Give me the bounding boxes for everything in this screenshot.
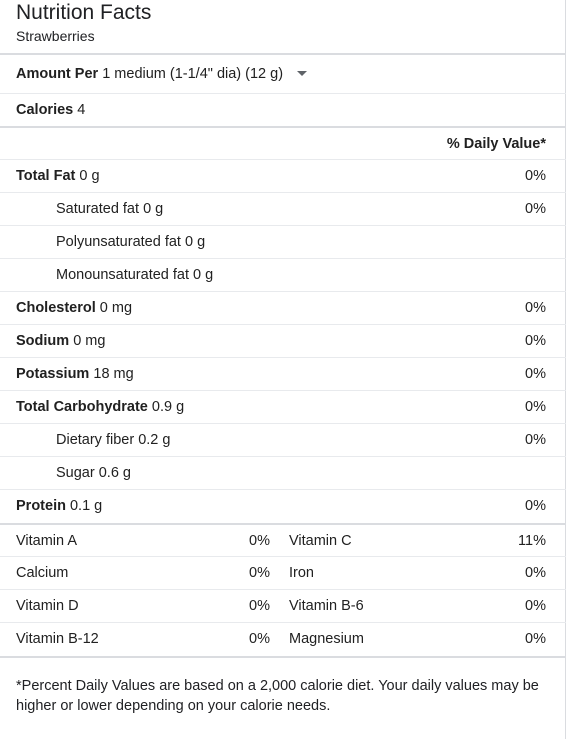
vitamin-daily-value: 0% <box>525 598 546 614</box>
vitamin-row: Vitamin B-12 0% Magnesium 0% <box>0 622 566 655</box>
vitamin-name: Magnesium <box>289 631 364 647</box>
calories-row: Calories 4 <box>0 93 566 126</box>
nutrient-row: Protein 0.1 g 0% <box>0 489 566 522</box>
nutrient-daily-value: 0% <box>525 432 546 448</box>
nutrient-name: Cholesterol <box>16 300 96 316</box>
nutrient-daily-value: 0% <box>525 201 546 217</box>
food-name: Strawberries <box>16 28 95 44</box>
nutrient-amount: 0.1 g <box>69 498 103 514</box>
nutrient-daily-value: 0% <box>525 168 546 184</box>
nutrient-name: Total Fat <box>16 168 76 184</box>
vitamin-daily-value: 0% <box>525 631 546 647</box>
daily-value-header-row: % Daily Value* <box>0 126 566 159</box>
vitamin-daily-value: 0% <box>249 631 270 647</box>
vitamin-name: Vitamin B-12 <box>16 631 99 647</box>
vitamin-name: Calcium <box>16 565 69 581</box>
panel-title: Nutrition Facts <box>16 1 152 24</box>
vitamin-daily-value: 0% <box>249 598 270 614</box>
nutrient-row: Monounsaturated fat 0 g <box>0 258 566 291</box>
serving-size-select[interactable]: 1 medium (1-1/4" dia) (12 g) <box>102 66 308 82</box>
vitamin-daily-value: 11% <box>518 532 546 549</box>
nutrient-row: Saturated fat 0 g 0% <box>0 192 566 225</box>
nutrient-name: Potassium <box>16 366 90 382</box>
nutrient-row: Polyunsaturated fat 0 g <box>0 225 566 258</box>
nutrient-amount: 18 mg <box>93 366 134 382</box>
vitamin-name: Vitamin D <box>16 598 79 614</box>
nutrient-daily-value: 0% <box>525 366 546 382</box>
nutrient-amount: 0 g <box>184 234 206 250</box>
nutrient-row: Sugar 0.6 g <box>0 456 566 489</box>
serving-size-value: 1 medium (1-1/4" dia) (12 g) <box>102 66 284 82</box>
daily-value-footnote: *Percent Daily Values are based on a 2,0… <box>0 656 566 716</box>
vitamin-daily-value: 0% <box>525 565 546 581</box>
nutrient-name: Saturated fat <box>56 201 140 217</box>
vitamin-name: Vitamin B-6 <box>289 598 364 614</box>
nutrient-amount: 0 g <box>143 201 164 217</box>
nutrient-amount: 0 mg <box>73 333 106 349</box>
nutrient-daily-value: 0% <box>525 498 546 514</box>
nutrient-row: Sodium 0 mg 0% <box>0 324 566 357</box>
vitamin-daily-value: 0% <box>249 565 270 581</box>
daily-value-header: % Daily Value* <box>446 135 546 152</box>
nutrient-daily-value: 0% <box>525 333 546 349</box>
nutrient-row: Total Carbohydrate 0.9 g 0% <box>0 390 566 423</box>
vitamin-name: Iron <box>289 565 314 581</box>
nutrient-name: Polyunsaturated fat <box>56 234 181 250</box>
nutrient-name: Dietary fiber <box>56 432 135 448</box>
nutrient-daily-value: 0% <box>525 399 546 415</box>
nutrient-name: Protein <box>16 498 66 514</box>
vitamin-name: Vitamin A <box>16 532 77 549</box>
serving-size-row: Amount Per 1 medium (1-1/4" dia) (12 g) <box>0 53 566 93</box>
nutrient-row: Potassium 18 mg 0% <box>0 357 566 390</box>
amount-per-label: Amount Per <box>16 66 99 82</box>
nutrient-name: Sodium <box>16 333 70 349</box>
nutrient-amount: 0 g <box>79 168 100 184</box>
dropdown-arrow-icon <box>297 70 308 76</box>
nutrient-name: Sugar <box>56 465 95 481</box>
nutrient-row: Total Fat 0 g 0% <box>0 159 566 192</box>
vitamin-daily-value: 0% <box>249 532 270 549</box>
vitamin-row: Vitamin A 0% Vitamin C 11% <box>0 523 566 556</box>
nutrient-row: Cholesterol 0 mg 0% <box>0 291 566 324</box>
nutrient-amount: 0 g <box>193 267 214 283</box>
nutrient-daily-value: 0% <box>525 300 546 316</box>
nutrient-amount: 0.6 g <box>98 465 131 481</box>
nutrient-amount: 0.9 g <box>151 399 185 415</box>
vitamin-name: Vitamin C <box>289 532 352 549</box>
nutrient-name: Monounsaturated fat <box>56 267 190 283</box>
vitamin-row: Calcium 0% Iron 0% <box>0 556 566 589</box>
nutrient-amount: 0.2 g <box>138 432 171 448</box>
nutrient-name: Total Carbohydrate <box>16 399 148 415</box>
nutrient-row: Dietary fiber 0.2 g 0% <box>0 423 566 456</box>
vitamin-row: Vitamin D 0% Vitamin B-6 0% <box>0 589 566 622</box>
nutrient-amount: 0 mg <box>99 300 133 316</box>
calories-value: 4 <box>77 102 86 118</box>
calories-label: Calories <box>16 102 74 118</box>
